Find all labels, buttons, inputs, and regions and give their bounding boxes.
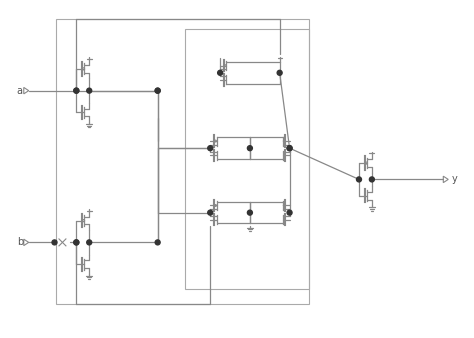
- Circle shape: [74, 240, 79, 245]
- Circle shape: [218, 70, 223, 75]
- Circle shape: [74, 240, 79, 245]
- Text: y: y: [451, 174, 457, 185]
- Text: b: b: [17, 237, 23, 247]
- Circle shape: [155, 88, 160, 93]
- Circle shape: [208, 210, 213, 215]
- Circle shape: [155, 88, 160, 93]
- Circle shape: [74, 88, 79, 93]
- Bar: [185, 29, 310, 289]
- Circle shape: [287, 146, 292, 151]
- Circle shape: [356, 177, 362, 182]
- Circle shape: [87, 88, 91, 93]
- Circle shape: [74, 88, 79, 93]
- Circle shape: [208, 146, 213, 151]
- Bar: [56, 19, 310, 304]
- Circle shape: [155, 240, 160, 245]
- Circle shape: [52, 240, 57, 245]
- Circle shape: [287, 146, 292, 151]
- Text: a: a: [17, 86, 23, 96]
- Circle shape: [87, 240, 91, 245]
- Circle shape: [277, 70, 282, 75]
- Circle shape: [247, 210, 252, 215]
- Circle shape: [369, 177, 374, 182]
- Circle shape: [287, 210, 292, 215]
- Circle shape: [247, 146, 252, 151]
